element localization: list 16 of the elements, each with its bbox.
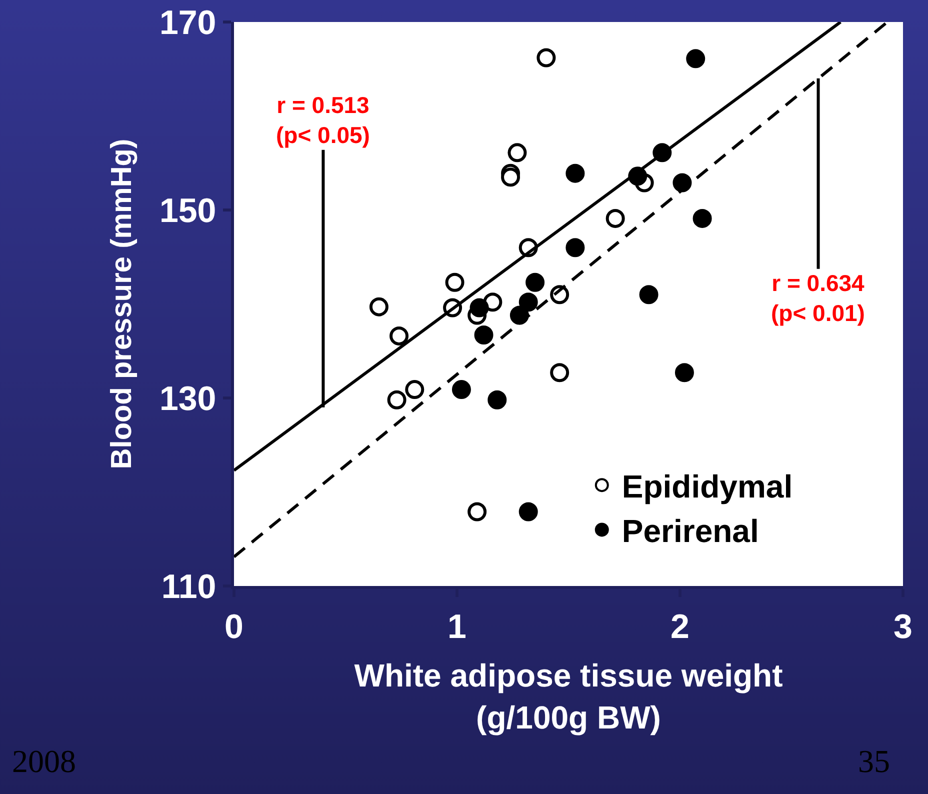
y-tick-label: 150 xyxy=(159,192,216,230)
x-tick-label: 1 xyxy=(448,608,466,646)
annotation: r = 0.634 (p< 0.01) xyxy=(771,270,865,326)
x-tick-label: 0 xyxy=(224,608,244,646)
x-axis-title: White adipose tissue weight (g/100g BW) xyxy=(354,658,784,736)
legend-label: Perirenal xyxy=(622,513,759,550)
x-tick-label: 2 xyxy=(670,608,690,646)
x-tick-label: 3 xyxy=(894,608,912,646)
y-tick-label: 130 xyxy=(159,380,216,418)
annotation: r = 0.513 (p< 0.05) xyxy=(276,92,370,148)
y-axis-title: Blood pressure (mmHg) xyxy=(106,138,138,470)
y-tick-label: 170 xyxy=(159,4,216,42)
y-tick-label: 110 xyxy=(161,568,216,606)
text: 35 xyxy=(858,743,890,779)
legend-label: Epididymal xyxy=(622,468,793,505)
text: 2008 xyxy=(12,743,76,779)
